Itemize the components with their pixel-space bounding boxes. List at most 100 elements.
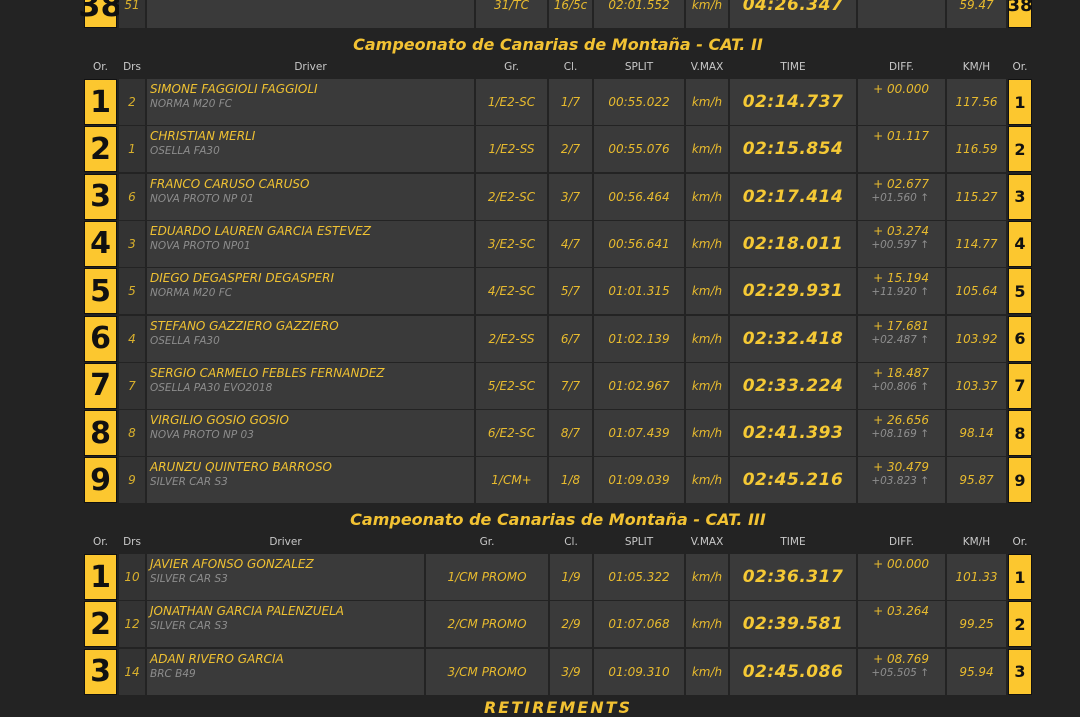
dorsal-cell: 3 [119, 220, 145, 267]
speed-cell: 103.37 [947, 362, 1006, 409]
position-cell: 3 [84, 648, 117, 695]
result-row[interactable]: 3851PEUGEOT 306 GTI31/TC16/5c02:01.552km… [78, 0, 1033, 28]
group-cell: 1/CM+ [476, 457, 547, 504]
position-cell: 5 [84, 268, 117, 315]
class-cell: 3/7 [549, 173, 592, 220]
result-row[interactable]: 7 7 SERGIO CARMELO FEBLES FERNANDEZ OSELLA … [83, 362, 1033, 409]
header-time[interactable]: TIME [780, 536, 806, 548]
dorsal-cell: 7 [119, 362, 145, 409]
split-cell: 01:05.322 [594, 554, 684, 600]
result-row[interactable]: 8 8 VIRGILIO GOSIO GOSIO NOVA PROTO NP 03 6/… [83, 410, 1033, 457]
diff-leader: + 00.000 [873, 82, 929, 96]
header-diff[interactable]: DIFF. [889, 536, 914, 548]
header-or[interactable]: Or. [93, 536, 108, 548]
driver-name[interactable]: CHRISTIAN MERLI [150, 129, 256, 144]
driver-name[interactable]: JONATHAN GARCIA PALENZUELA [150, 604, 345, 619]
position-end-cell: 2 [1008, 126, 1032, 173]
split-cell: 01:01.315 [594, 268, 684, 315]
time-cell: 02:41.393 [730, 410, 856, 457]
speed-cell: 98.14 [947, 410, 1006, 457]
result-row[interactable]: 3 6 FRANCO CARUSO CARUSO NOVA PROTO NP 01 2/… [83, 173, 1033, 220]
diff-previous: +00.597 ↑ [871, 238, 929, 251]
result-row[interactable]: 6 4 STEFANO GAZZIERO GAZZIERO OSELLA FA30 2/… [83, 315, 1033, 362]
driver-name[interactable]: SERGIO CARMELO FEBLES FERNANDEZ [150, 365, 385, 380]
vmax-cell: km/h [686, 79, 728, 125]
driver-cell: SERGIO CARMELO FEBLES FERNANDEZ OSELLA PA… [147, 362, 474, 409]
split-cell: 00:55.022 [594, 79, 684, 125]
header-vmax[interactable]: V.MAX [690, 61, 724, 73]
driver-name[interactable]: ARUNZU QUINTERO BARROSO [150, 460, 333, 475]
header-driver[interactable]: Driver [294, 61, 327, 73]
header-or2[interactable]: Or. [1012, 536, 1028, 548]
header-cl[interactable]: Cl. [563, 61, 578, 73]
dorsal-cell: 8 [119, 410, 145, 457]
header-cl[interactable]: Cl. [564, 536, 578, 548]
position-cell: 38 [78, 0, 123, 28]
header-gr[interactable]: Gr. [479, 536, 495, 548]
car-name: NOVA PROTO NP 03 [150, 429, 254, 442]
header-kmh[interactable]: KM/H [962, 536, 991, 548]
split-cell: 01:07.439 [594, 410, 684, 457]
driver-name[interactable]: SIMONE FAGGIOLI FAGGIOLI [150, 82, 318, 96]
driver-cell: VIRGILIO GOSIO GOSIO NOVA PROTO NP 03 [147, 410, 474, 457]
column-headers: Or. Drs Driver Gr. Cl. SPLIT V.MAX TIME DIFF. KM/… [83, 61, 1033, 75]
diff-previous: +05.505 ↑ [871, 666, 929, 679]
driver-name[interactable]: STEFANO GAZZIERO GAZZIERO [150, 318, 339, 333]
result-row[interactable]: 5 5 DIEGO DEGASPERI DEGASPERI NORMA M20 FC 4… [83, 268, 1033, 315]
header-vmax[interactable]: V.MAX [690, 536, 724, 548]
diff-leader: + 00.000 [873, 557, 929, 571]
result-row[interactable]: 2 1 CHRISTIAN MERLI OSELLA FA30 1/E2-SS 2/7 00… [83, 126, 1033, 173]
result-row[interactable]: 1 2 SIMONE FAGGIOLI FAGGIOLI NORMA M20 FC 1/… [83, 79, 1033, 125]
header-gr[interactable]: Gr. [504, 61, 519, 73]
time-cell: 02:14.737 [730, 79, 856, 125]
diff-previous: +11.920 ↑ [871, 286, 929, 299]
driver-name[interactable]: VIRGILIO GOSIO GOSIO [150, 413, 289, 428]
header-driver[interactable]: Driver [269, 536, 302, 548]
car-name: NORMA M20 FC [150, 98, 233, 110]
driver-name[interactable]: EDUARDO LAUREN GARCIA ESTEVEZ [150, 223, 371, 238]
vmax-cell: km/h [686, 126, 728, 173]
driver-name[interactable]: JAVIER AFONSO GONZALEZ [150, 557, 314, 571]
header-or[interactable]: Or. [93, 61, 108, 73]
header-kmh[interactable]: KM/H [962, 61, 991, 73]
driver-cell: STEFANO GAZZIERO GAZZIERO OSELLA FA30 [147, 315, 474, 362]
driver-name[interactable]: ADAN RIVERO GARCIA [150, 651, 284, 666]
diff-leader: + 01.117 [873, 129, 929, 144]
car-name: NORMA M20 FC [150, 287, 233, 300]
group-cell: 1/CM PROMO [426, 554, 548, 600]
car-name: SILVER CAR S3 [150, 620, 228, 633]
position-end-cell: 4 [1008, 220, 1032, 267]
position-end-cell: 38 [1007, 0, 1033, 28]
position-end-cell: 3 [1008, 173, 1032, 220]
time-cell: 04:26.347 [730, 0, 856, 28]
header-drs[interactable]: Drs [123, 61, 141, 73]
column-headers: Or. Drs Driver Gr. Cl. SPLIT V.MAX TIME DIFF. KM/… [83, 536, 1033, 550]
position-cell: 4 [84, 220, 117, 267]
result-row[interactable]: 2 12 JONATHAN GARCIA PALENZUELA SILVER CAR … [83, 601, 1033, 648]
position-end-cell: 6 [1008, 315, 1032, 362]
header-diff[interactable]: DIFF. [889, 61, 914, 73]
position-cell: 2 [84, 601, 117, 648]
vmax-cell: km/h [686, 648, 728, 695]
diff-leader: + 08.769 [873, 651, 929, 666]
driver-name[interactable]: DIEGO DEGASPERI DEGASPERI [150, 271, 335, 286]
header-drs[interactable]: Drs [123, 536, 141, 548]
result-row[interactable]: 9 9 ARUNZU QUINTERO BARROSO SILVER CAR S3 1/… [83, 457, 1033, 504]
split-cell: 00:56.641 [594, 220, 684, 267]
diff-cell: + 26.656 +08.169 ↑ [858, 410, 945, 457]
car-name: OSELLA PA30 EVO2018 [150, 381, 273, 394]
header-or2[interactable]: Or. [1012, 61, 1028, 73]
position-cell: 1 [84, 554, 117, 600]
vmax-cell: km/h [686, 601, 728, 648]
header-split[interactable]: SPLIT [624, 536, 654, 548]
result-row[interactable]: 3 14 ADAN RIVERO GARCIA BRC B49 3/CM PROMO 3/… [83, 648, 1033, 695]
diff-previous: +08.169 ↑ [871, 428, 929, 441]
class-cell: 2/9 [550, 601, 592, 648]
diff-previous: +03.823 ↑ [871, 475, 929, 488]
header-time[interactable]: TIME [780, 61, 806, 73]
dorsal-cell: 5 [119, 268, 145, 315]
result-row[interactable]: 4 3 EDUARDO LAUREN GARCIA ESTEVEZ NOVA PROT… [83, 220, 1033, 267]
driver-name[interactable]: FRANCO CARUSO CARUSO [150, 176, 310, 191]
result-row[interactable]: 1 10 JAVIER AFONSO GONZALEZ SILVER CAR S3 1/… [83, 554, 1033, 600]
header-split[interactable]: SPLIT [624, 61, 654, 73]
